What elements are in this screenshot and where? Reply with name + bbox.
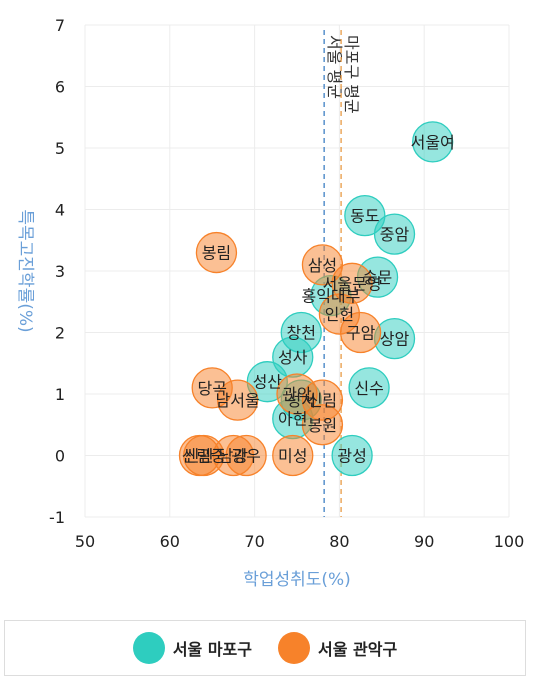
bubble-label: 신림 (308, 391, 337, 410)
bubble-label: 중암 (380, 225, 410, 244)
bubble-label: 남강 (219, 447, 249, 466)
bubble-label: 성사 (278, 348, 308, 367)
bubble (331, 434, 373, 477)
reference-line-label: 서울 평균 (325, 35, 344, 99)
bubble-layer (178, 121, 454, 477)
bubble (225, 434, 267, 477)
y-tick-label: 2 (55, 324, 65, 343)
bubble-label: 신관 (185, 447, 215, 466)
y-tick-label: 7 (55, 16, 65, 35)
x-tick-label: 60 (160, 532, 180, 551)
bubble-label: 상암 (380, 330, 410, 349)
bubble-label: 광우 (231, 447, 260, 466)
bubble-label: 인헌 (325, 305, 354, 324)
y-tick-label: 1 (55, 385, 65, 404)
bubble-label: 신림중 (182, 447, 226, 466)
x-tick-label: 70 (244, 532, 264, 551)
bubble-label: 서울여 (411, 133, 455, 152)
bubble-label: 당곡 (197, 379, 226, 398)
legend: 서울 마포구 서울 관악구 (4, 620, 526, 676)
bubble-label: 성산 (253, 373, 283, 392)
bubble (339, 311, 382, 354)
y-tick-label: 3 (55, 262, 65, 281)
bubble-label: 신수 (354, 379, 383, 398)
y-axis-title: 특목고진학률(%) (15, 209, 35, 332)
x-tick-label: 80 (329, 532, 349, 551)
y-tick-label: 0 (55, 447, 65, 466)
x-tick-label: 90 (414, 532, 434, 551)
y-tick-label: 6 (55, 78, 65, 97)
bubble-label: 봉림 (202, 244, 231, 263)
bubble-label: 숭문 (363, 268, 392, 287)
bubble-label: 동도 (350, 207, 379, 226)
bubble-label: 창천 (287, 324, 316, 343)
bubble (348, 367, 390, 409)
bubble-label: 홍익대부 (301, 287, 360, 306)
y-tick-label: 4 (55, 201, 65, 220)
bubble-label: 서울문영 (323, 274, 382, 293)
bubble (272, 434, 314, 477)
bubble-label: 구암 (346, 324, 376, 343)
bubble (301, 404, 344, 446)
legend-swatch-gwanak (278, 632, 310, 664)
x-tick-label: 100 (494, 532, 525, 551)
bubble-label: 광성 (337, 447, 366, 466)
x-tick-label: 50 (75, 532, 95, 551)
bubble-label: 관악 (282, 385, 312, 404)
tick-layer: 50 60 70 80 90 100 -1 0 1 2 3 4 5 6 7 (49, 16, 524, 551)
reference-line-label: 마포구 평균 (342, 35, 361, 114)
bubble-label: 남서울 (216, 391, 260, 410)
legend-swatch-mapo (132, 632, 165, 664)
legend-item-gwanak[interactable]: 서울 관악구 (278, 632, 397, 664)
x-axis-title: 학업성취도(%) (243, 570, 351, 590)
legend-label-gwanak: 서울 관악구 (318, 640, 398, 659)
legend-label-mapo: 서울 마포구 (172, 640, 252, 659)
bubble-label: 삼성 (308, 256, 337, 275)
bubble (373, 213, 416, 255)
bubble (216, 379, 259, 421)
bubble-label: 미성 (278, 447, 307, 466)
bubble (301, 244, 344, 286)
bubble (344, 194, 386, 237)
bubble (195, 231, 238, 274)
y-tick-label: 5 (55, 139, 65, 158)
bubble-label: 봉원 (308, 416, 337, 435)
bubble-label: 성서 (287, 391, 316, 410)
bubble (412, 121, 454, 163)
bubble-label: 아현 (278, 410, 307, 429)
legend-item-mapo[interactable]: 서울 마포구 (132, 632, 252, 664)
y-tick-label: -1 (49, 508, 65, 527)
